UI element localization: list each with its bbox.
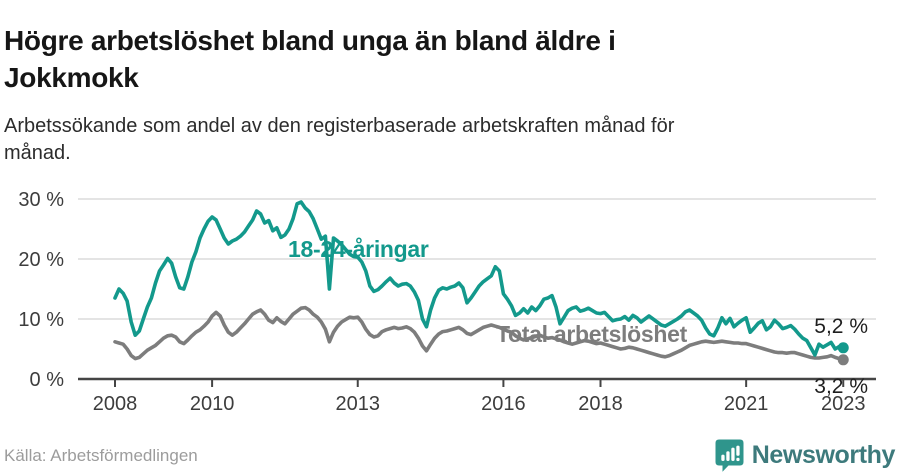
series-label-total: Total arbetslöshet <box>496 321 688 347</box>
x-tick-label: 2016 <box>481 393 526 415</box>
page-subtitle: Arbetssökande som andel av den registerb… <box>4 115 675 164</box>
y-tick-label: 10 % <box>18 309 64 331</box>
series-line-youth-18-24 <box>113 200 846 357</box>
x-tick-label: 2018 <box>578 393 623 415</box>
x-tick-label: 2010 <box>190 393 235 415</box>
source-credit: Källa: Arbetsförmedlingen <box>4 446 198 465</box>
x-tick-label: 2023 <box>821 393 866 415</box>
y-tick-label: 20 % <box>18 249 64 271</box>
series-end-dot-total <box>837 354 849 366</box>
newsworthy-wordmark: Newsworthy <box>751 441 896 469</box>
x-tick-label: 2021 <box>724 393 769 415</box>
end-value-label-total: 3,2 % <box>814 375 868 398</box>
y-tick-label: 0 % <box>30 369 65 391</box>
y-axis-tick-labels: 0 % 10 % 20 % 30 % <box>18 189 64 391</box>
newsworthy-logo-icon <box>715 439 744 472</box>
x-tick-label: 2008 <box>93 393 138 415</box>
newsworthy-brand: Newsworthy <box>714 438 895 473</box>
x-tick-label: 2013 <box>336 393 381 415</box>
x-axis-ticks: 2008 2010 2013 2016 2018 2021 2023 <box>93 379 866 415</box>
series-end-dot-youth <box>837 342 849 354</box>
end-value-label-youth: 5,2 % <box>814 315 868 338</box>
unemployment-line-chart: 0 % 10 % 20 % 30 % 2008 2010 2013 2016 2018 2021… <box>18 189 876 415</box>
page-title: Högre arbetslöshet bland unga än bland ä… <box>4 24 616 93</box>
y-tick-label: 30 % <box>18 189 64 211</box>
series-label-youth: 18-24-åringar <box>288 236 429 262</box>
series-line-total-unemployment <box>113 305 846 362</box>
